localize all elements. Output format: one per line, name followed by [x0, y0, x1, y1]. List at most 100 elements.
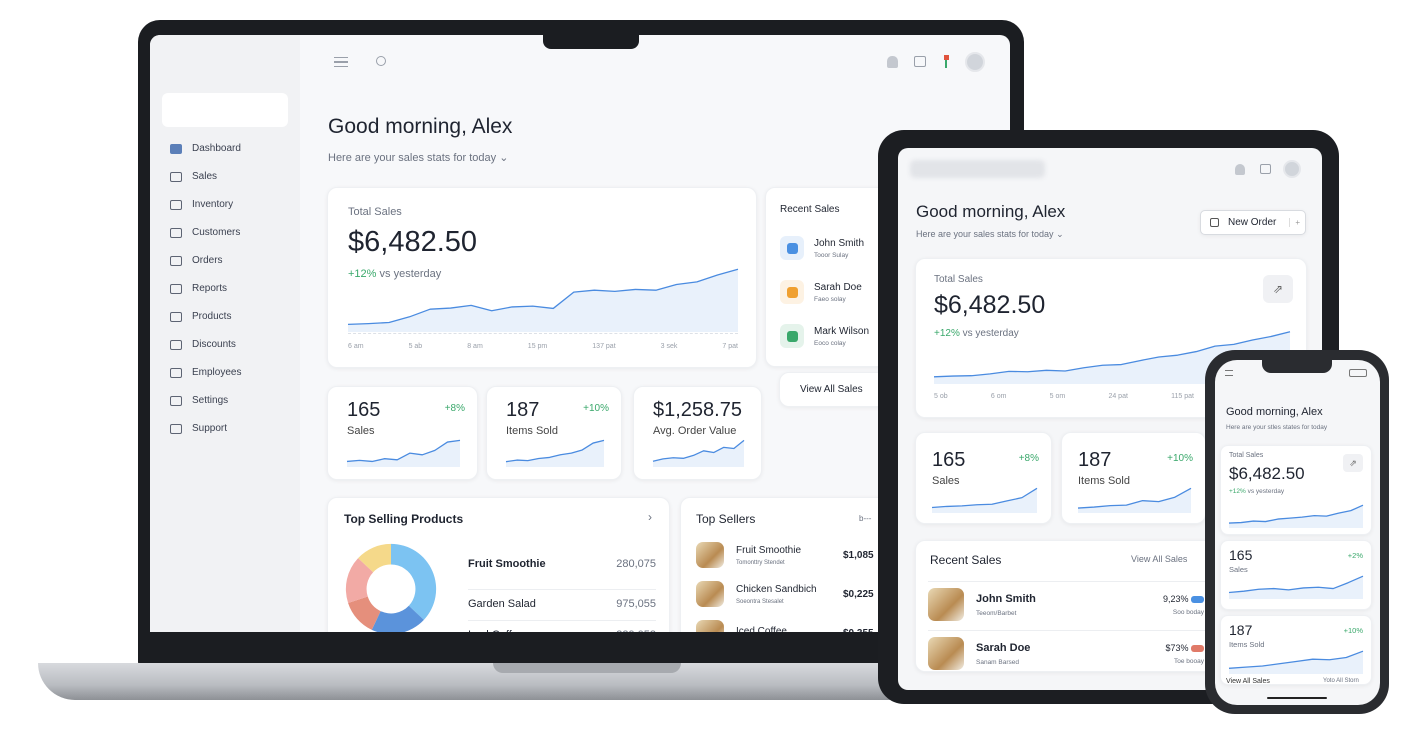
sidebar-item-customers[interactable]: Customers	[170, 227, 240, 238]
sidebar-item-products[interactable]: Products	[170, 311, 231, 322]
total-sales-chart	[347, 268, 739, 332]
product-name: Iced Coffee	[468, 629, 524, 632]
stat-value: $1,258.75	[653, 399, 742, 421]
subtitle-text: Here are your sales stats for today	[916, 229, 1054, 239]
discounts-icon	[170, 339, 182, 350]
view-all-sales-link[interactable]: View All Sales	[1131, 554, 1188, 564]
trend-area	[506, 440, 604, 467]
seller-row[interactable]: Iced Coffee $0,355	[696, 620, 986, 632]
chart-icon[interactable]: ⇗	[1343, 454, 1363, 472]
seller-name: Chicken Sandbich	[736, 583, 817, 595]
product-value: 975,055	[616, 598, 656, 610]
donut-slice[interactable]	[348, 596, 381, 630]
menu-icon[interactable]	[1225, 370, 1233, 376]
stat-sparkline	[1228, 650, 1364, 674]
product-value: 280,075	[616, 558, 656, 570]
monitor-icon[interactable]	[1260, 164, 1271, 174]
dashboard-icon	[170, 143, 182, 154]
trend-line	[652, 439, 745, 462]
page-title: Good morning, Alex	[328, 115, 513, 138]
product-thumbnail	[696, 542, 724, 568]
product-thumbnail	[928, 588, 964, 621]
total-sales-card: Total Sales $6,482.50 +12% vs yesterday …	[327, 187, 757, 368]
phone-dashboard: Good morning, Alex Here are your stles s…	[1215, 360, 1380, 705]
stat-label: Avg. Order Value	[653, 425, 737, 437]
trend-line	[931, 487, 1038, 509]
page-subtitle[interactable]: Here are your sales stats for today ⌄	[328, 151, 508, 164]
top-sellers-title: Top Sellers	[696, 512, 756, 526]
top-sellers-more[interactable]: b---	[859, 514, 872, 523]
list-item[interactable]: John Smith Tooor Sulay	[780, 236, 864, 260]
chart-icon[interactable]: ⇗	[1263, 275, 1293, 303]
list-item[interactable]: John Smith Teeom/Barbet 9,23% Soo boday	[928, 581, 1206, 621]
customer-sub: Teeom/Barbet	[976, 609, 1017, 617]
stat-card: 187 Items Sold +10%	[486, 386, 622, 480]
customer-name: Sarah Doe	[976, 641, 1031, 654]
customer-icon	[780, 236, 804, 260]
sidebar-item-inventory[interactable]: Inventory	[170, 199, 233, 210]
trend-area	[348, 269, 738, 332]
seller-value: $1,085	[843, 549, 874, 561]
change-badge: +12%	[348, 268, 377, 280]
donut-slice[interactable]	[371, 605, 424, 632]
list-item[interactable]: Sarah Doe Sanam Barsed $73% Toe booay	[928, 630, 1206, 670]
total-sales-value: $6,482.50	[348, 226, 478, 258]
product-thumbnail	[928, 637, 964, 670]
sale-time: Soo boday	[1172, 608, 1204, 616]
new-order-button[interactable]: New Order +	[1200, 210, 1306, 235]
employees-icon	[170, 367, 182, 378]
stat-label: Sales	[347, 425, 375, 437]
phone-notch	[1262, 360, 1332, 373]
total-sales-label: Total Sales	[934, 274, 983, 285]
x-tick-label: 24 pat	[1108, 393, 1128, 400]
list-item[interactable]: Sarah Doe Faeo solay	[780, 280, 862, 304]
view-all-sales-link[interactable]: View All Sales	[1226, 678, 1270, 685]
seller-row[interactable]: Fruit Smoothie Tomonttry Stendet $1,085	[696, 542, 986, 568]
x-tick-label: 8 am	[467, 343, 483, 350]
list-item[interactable]: Mark Wilson Eoco colay	[780, 324, 869, 348]
x-tick-label: 15 pm	[527, 343, 548, 350]
stat-value: 165	[932, 449, 966, 471]
monitor-icon[interactable]	[914, 56, 926, 67]
sidebar-item-orders[interactable]: Orders	[170, 255, 223, 266]
search-icon[interactable]	[376, 56, 386, 66]
stat-label: Sales	[932, 475, 960, 487]
x-tick-label: 5 ab	[408, 343, 423, 350]
sidebar-item-employees[interactable]: Employees	[170, 367, 241, 378]
sidebar-item-discounts[interactable]: Discounts	[170, 339, 236, 350]
sidebar-item-dashboard[interactable]: Dashboard	[170, 143, 241, 154]
seller-name: Fruit Smoothie	[736, 544, 802, 556]
user-avatar[interactable]	[1283, 160, 1301, 178]
home-indicator	[1267, 697, 1327, 699]
sidebar-item-support[interactable]: Support	[170, 423, 227, 434]
page-subtitle[interactable]: Here are your sales stats for today ⌄	[916, 229, 1064, 240]
user-avatar[interactable]	[965, 52, 985, 72]
view-all-items-link[interactable]: Yoto All Storn	[1323, 678, 1359, 684]
stat-sparkline	[1077, 487, 1192, 513]
product-row[interactable]: Garden Salad 975,055	[468, 589, 656, 610]
stat-value: 165	[1229, 547, 1253, 563]
status-icons	[1349, 369, 1367, 377]
flag-icon[interactable]	[944, 55, 949, 68]
sidebar-item-reports[interactable]: Reports	[170, 283, 227, 294]
donut-slice[interactable]	[358, 543, 391, 573]
product-row[interactable]: Fruit Smoothie 280,075	[468, 558, 656, 570]
bell-icon[interactable]	[1235, 164, 1245, 175]
sale-value: $73%	[1165, 642, 1189, 653]
trend-area	[1229, 505, 1363, 528]
menu-icon[interactable]	[334, 57, 348, 67]
bell-icon[interactable]	[887, 56, 898, 68]
seller-sub: Soeontra Stesalet	[736, 598, 784, 605]
sidebar-item-sales[interactable]: Sales	[170, 171, 217, 182]
donut-slice[interactable]	[391, 543, 437, 620]
sidebar-item-settings[interactable]: Settings	[170, 395, 228, 406]
total-sales-value: $6,482.50	[934, 291, 1046, 319]
dropdown-icon[interactable]: +	[1289, 218, 1305, 227]
seller-row[interactable]: Chicken Sandbich Soeontra Stesalet $0,225	[696, 581, 986, 607]
customer-sub: Tooor Sulay	[814, 251, 849, 259]
product-row[interactable]: Iced Coffee 329,053	[468, 620, 656, 632]
chevron-right-icon[interactable]: ›	[648, 510, 652, 524]
total-sales-card: Total Sales $6,482.50 +12% vs yesterday …	[1220, 445, 1372, 535]
stat-sparkline	[1228, 575, 1364, 599]
donut-slice[interactable]	[345, 558, 374, 603]
